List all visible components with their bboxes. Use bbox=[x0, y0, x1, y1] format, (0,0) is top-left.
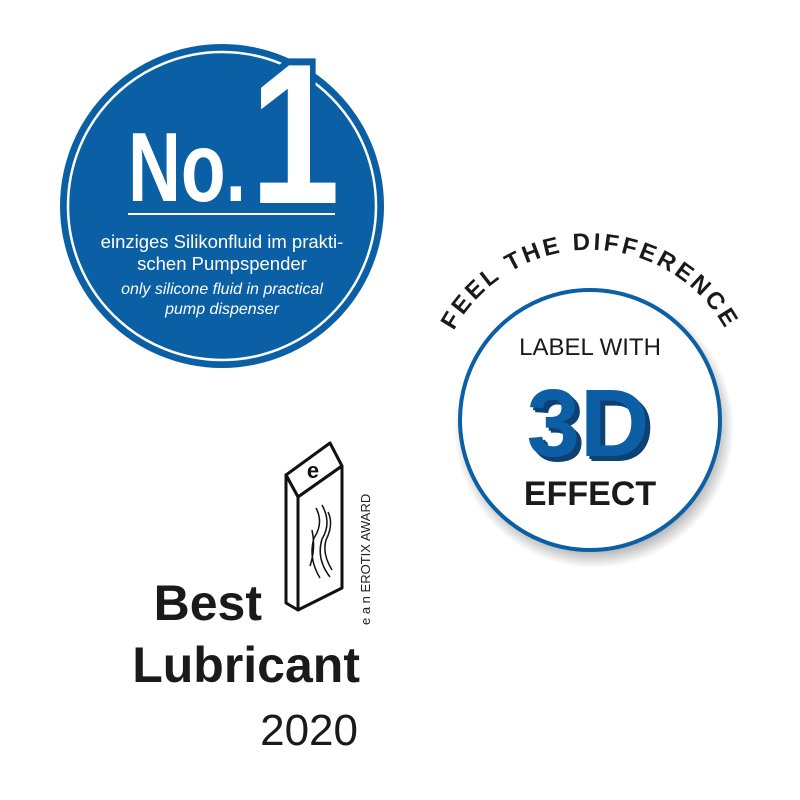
trophy-icon: e bbox=[284, 441, 344, 612]
no1-badge: No. 1 einziges Silikonfluid im prakti- s… bbox=[60, 16, 384, 368]
number-one: 1 bbox=[250, 23, 340, 246]
trophy-letter: e bbox=[307, 458, 319, 483]
text-en-line2: pump dispenser bbox=[164, 301, 280, 318]
3d-text: 3D bbox=[527, 370, 650, 477]
3d-badge: FEEL THE DIFFERENCE LABEL WITH 3D EFFECT bbox=[436, 229, 741, 568]
award-vertical-text: e a n EROTIX AWARD bbox=[358, 494, 373, 625]
no1-badge-ring bbox=[66, 50, 378, 362]
best-text: Best bbox=[154, 575, 263, 631]
label-with-text: LABEL WITH bbox=[519, 334, 661, 361]
text-de-line2: schen Pumpspender bbox=[137, 253, 307, 274]
effect-text: EFFECT bbox=[524, 475, 656, 513]
lubricant-text: Lubricant bbox=[132, 637, 360, 693]
erotix-award: e e a n EROTIX AWARD Best Lubricant 2020 bbox=[132, 441, 373, 755]
text-de-line1: einziges Silikonfluid im prakti- bbox=[101, 231, 344, 252]
text-en-line1: only silicone fluid in practical bbox=[121, 281, 323, 298]
no1-badge-circle bbox=[60, 44, 384, 368]
no-prefix: No. bbox=[128, 112, 246, 222]
3d-badge-circle bbox=[458, 288, 722, 552]
year-text: 2020 bbox=[260, 706, 358, 755]
